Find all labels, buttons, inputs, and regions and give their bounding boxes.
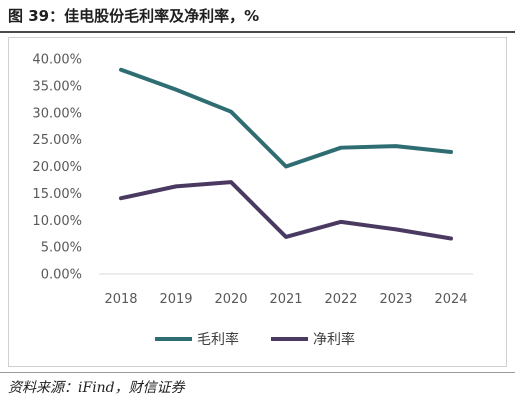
footer-divider [0,372,515,373]
series-line-gross-margin [119,67,453,169]
x-tick-label: 2022 [324,292,357,307]
x-tick-label: 2019 [159,292,192,307]
y-tick-label: 40.00% [32,53,82,68]
y-tick-label: 30.00% [32,106,82,121]
title-divider [0,31,515,33]
y-tick-label: 0.00% [41,268,82,283]
source-note: 资料来源：iFind，财信证券 [8,380,185,396]
line-chart: 0.00% 5.00% 10.00% 15.00% 20.00% 25.00% 30.00%… [32,53,473,348]
y-tick-label: 35.00% [32,79,82,94]
legend-label-gross-margin: 毛利率 [197,331,239,348]
y-tick-label: 25.00% [32,133,82,148]
legend-label-net-margin: 净利率 [313,331,355,348]
y-tick-label: 10.00% [32,214,82,229]
x-tick-label: 2023 [379,292,412,307]
chart-container: 0.00% 5.00% 10.00% 15.00% 20.00% 25.00% 30.00%… [8,37,507,367]
x-tick-label: 2020 [214,292,247,307]
figure-title: 图 39：佳电股份毛利率及净利率，% [8,7,260,25]
y-tick-label: 15.00% [32,187,82,202]
x-tick-label: 2018 [104,292,137,307]
x-tick-label: 2021 [269,292,302,307]
x-tick-label: 2024 [434,292,467,307]
series-line-net-margin [119,180,453,241]
y-tick-label: 20.00% [32,160,82,175]
y-tick-label: 5.00% [41,241,82,256]
